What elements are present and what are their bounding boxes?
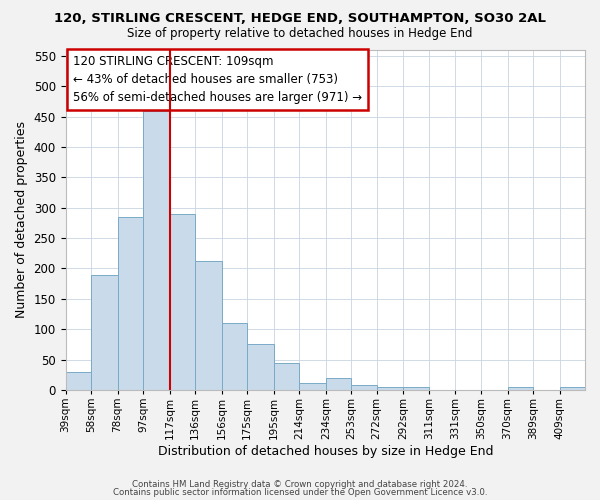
- Bar: [377, 387, 403, 390]
- Bar: [65, 372, 91, 390]
- Bar: [91, 274, 118, 390]
- Bar: [403, 387, 429, 390]
- Y-axis label: Number of detached properties: Number of detached properties: [15, 122, 28, 318]
- Bar: [118, 217, 143, 390]
- Bar: [222, 323, 247, 390]
- Bar: [560, 387, 585, 390]
- Bar: [508, 387, 533, 390]
- Bar: [247, 344, 274, 390]
- Bar: [352, 385, 377, 390]
- Bar: [326, 378, 352, 390]
- Text: 120, STIRLING CRESCENT, HEDGE END, SOUTHAMPTON, SO30 2AL: 120, STIRLING CRESCENT, HEDGE END, SOUTH…: [54, 12, 546, 26]
- Bar: [195, 260, 222, 390]
- Text: 120 STIRLING CRESCENT: 109sqm
← 43% of detached houses are smaller (753)
56% of : 120 STIRLING CRESCENT: 109sqm ← 43% of d…: [73, 55, 362, 104]
- Bar: [274, 362, 299, 390]
- Text: Contains public sector information licensed under the Open Government Licence v3: Contains public sector information licen…: [113, 488, 487, 497]
- Bar: [299, 382, 326, 390]
- Text: Contains HM Land Registry data © Crown copyright and database right 2024.: Contains HM Land Registry data © Crown c…: [132, 480, 468, 489]
- Text: Size of property relative to detached houses in Hedge End: Size of property relative to detached ho…: [127, 28, 473, 40]
- Bar: [170, 214, 195, 390]
- X-axis label: Distribution of detached houses by size in Hedge End: Distribution of detached houses by size …: [158, 444, 493, 458]
- Bar: [143, 110, 170, 390]
